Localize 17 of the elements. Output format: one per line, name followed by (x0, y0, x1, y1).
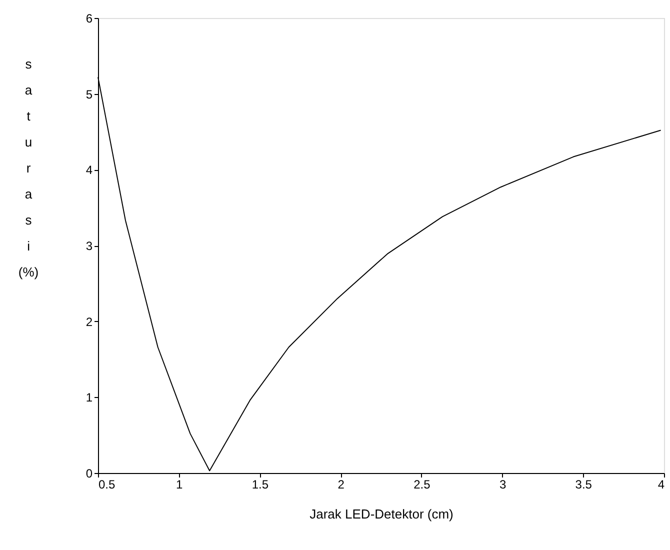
x-tick-label: 1 (176, 478, 184, 492)
y-tick-label: 0 (86, 466, 93, 480)
x-tick-label: 2.5 (414, 478, 431, 492)
x-tick-label: 4 (658, 478, 665, 492)
y-tick-label: 3 (86, 239, 93, 253)
x-tick-label: 3.5 (575, 478, 592, 492)
y-tick-label: 5 (86, 87, 93, 102)
x-axis-title: Jarak LED-Detektor (cm) (310, 506, 454, 522)
x-tick-label: 2 (338, 478, 345, 492)
y-tick-label: 2 (86, 314, 93, 329)
y-tick-label: 6 (86, 12, 93, 26)
y-tick-label: 1 (86, 390, 93, 405)
x-tick-label: 0.5 (98, 478, 116, 492)
y-tick-label: 4 (86, 163, 93, 178)
x-tick-label: 1.5 (252, 478, 269, 492)
x-tick-label: 3 (499, 478, 506, 492)
text: saturasi (%) (18, 56, 39, 280)
